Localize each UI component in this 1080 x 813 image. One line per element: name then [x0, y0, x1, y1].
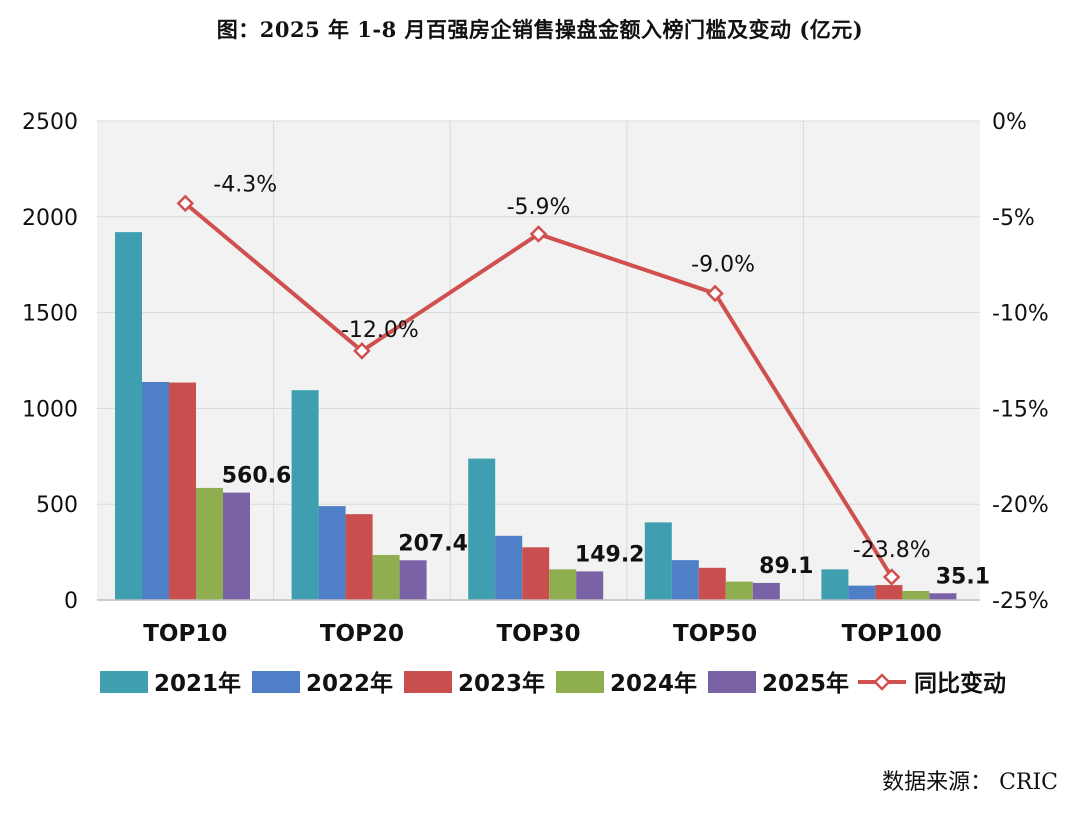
- legend-swatch-2022年: [252, 671, 300, 693]
- bar-TOP50-2022年: [671, 560, 699, 600]
- bar-TOP30-2022年: [495, 535, 523, 600]
- legend-label-2021年: 2021年: [154, 670, 241, 697]
- bar-TOP30-2023年: [522, 547, 550, 600]
- yoy-marker-TOP50: [706, 284, 724, 303]
- legend-marker-line: [873, 673, 891, 691]
- line-series: [176, 194, 901, 586]
- bar-TOP100-2024年: [902, 590, 930, 600]
- data-label-TOP50: 89.1: [759, 554, 813, 579]
- yoy-label-TOP30: -5.9%: [507, 195, 571, 220]
- bar-TOP10-2021年: [115, 232, 142, 601]
- bar-TOP20-2021年: [291, 390, 319, 600]
- bar-TOP30-2021年: [468, 458, 496, 600]
- y-left-tick-label: 1000: [22, 397, 78, 422]
- yoy-label-TOP50: -9.0%: [691, 252, 755, 277]
- x-tick-label-TOP20: TOP20: [320, 621, 404, 647]
- bar-TOP20-2022年: [318, 506, 346, 600]
- x-tick-label-TOP50: TOP50: [673, 621, 757, 647]
- y-left-tick-label: 500: [36, 493, 78, 518]
- yoy-marker-TOP100: [882, 568, 901, 586]
- bar-TOP100-2022年: [848, 585, 876, 600]
- bar-TOP10-2025年: [223, 492, 250, 600]
- y-left-tick-label: 2500: [22, 110, 78, 135]
- bars: [115, 232, 957, 601]
- data-label-TOP10: 560.6: [222, 464, 292, 489]
- legend-label-2025年: 2025年: [762, 670, 849, 697]
- yoy-marker-TOP30: [529, 225, 548, 243]
- bar-TOP30-2024年: [549, 569, 577, 600]
- data-label-TOP100: 35.1: [936, 564, 990, 589]
- yoy-label-TOP10: -4.3%: [213, 172, 277, 197]
- bar-TOP10-2022年: [142, 381, 169, 600]
- legend-label-2024年: 2024年: [610, 670, 697, 697]
- y-left-tick-label: 0: [64, 589, 78, 614]
- legend: 2021年 2022年 2023年 2024年 2025年 同比变动: [100, 670, 1006, 697]
- y-left-tick-label: 2000: [22, 206, 78, 231]
- bar-TOP10-2023年: [169, 382, 196, 600]
- y-left-tick-label: 1500: [22, 302, 78, 327]
- bar-TOP50-2021年: [644, 522, 672, 600]
- bar-TOP20-2024年: [372, 554, 400, 600]
- bar-TOP50-2025年: [752, 582, 780, 600]
- data-label-TOP30: 149.2: [575, 542, 645, 567]
- chart-title: 图：2025 年 1-8 月百强房企销售操盘金额入榜门槛及变动 (亿元): [216, 17, 864, 42]
- x-tick-label-TOP10: TOP10: [143, 621, 227, 647]
- legend-swatch-2023年: [404, 671, 452, 693]
- bar-TOP30-2025年: [576, 571, 604, 600]
- bar-TOP100-2021年: [821, 569, 849, 600]
- y-right-tick-label: -15%: [992, 397, 1049, 422]
- legend-swatch-2024年: [556, 671, 604, 693]
- legend-swatch-2021年: [100, 671, 148, 693]
- yoy-label-TOP100: -23.8%: [853, 538, 931, 563]
- axes: 0 500 1000 1500 2000 2500 0% -5% -10% -15% -20% -25…: [22, 110, 1049, 647]
- labels: 560.6 207.4 149.2 89.1 35.1 -4.3% -12.0% -5.9% -…: [213, 172, 990, 589]
- bar-TOP20-2023年: [345, 514, 373, 600]
- bar-TOP100-2025年: [929, 593, 957, 600]
- bar-TOP100-2023年: [875, 585, 903, 600]
- bar-TOP20-2025年: [399, 560, 427, 600]
- x-tick-label-TOP100: TOP100: [842, 621, 942, 647]
- legend-swatch-2025年: [708, 671, 756, 693]
- yoy-marker-TOP20: [353, 342, 371, 360]
- x-tick-label-TOP30: TOP30: [496, 621, 580, 647]
- y-right-tick-label: 0%: [992, 110, 1027, 135]
- y-right-tick-label: -10%: [992, 302, 1049, 327]
- data-label-TOP20: 207.4: [398, 531, 468, 556]
- yoy-marker-TOP10: [176, 194, 195, 213]
- bar-TOP50-2024年: [725, 581, 753, 600]
- legend-label-2022年: 2022年: [306, 670, 393, 697]
- bar-TOP50-2023年: [698, 567, 726, 600]
- bar-TOP10-2024年: [196, 487, 223, 600]
- y-right-tick-label: -5%: [992, 206, 1035, 231]
- yoy-label-TOP20: -12.0%: [341, 318, 419, 343]
- source-note: 数据来源： CRIC: [882, 770, 1058, 795]
- y-right-tick-label: -20%: [992, 493, 1049, 518]
- y-right-tick-label: -25%: [992, 589, 1049, 614]
- legend-label-2023年: 2023年: [458, 670, 545, 697]
- legend-label-同比变动: 同比变动: [914, 670, 1006, 697]
